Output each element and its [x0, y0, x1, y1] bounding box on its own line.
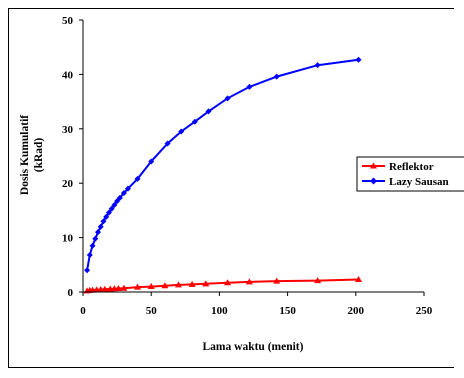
data-point-reflektor [245, 278, 253, 285]
data-point-reflektor [273, 277, 281, 284]
data-point-lazy-sausan [191, 118, 198, 125]
data-point-reflektor [114, 284, 122, 291]
data-point-lazy-sausan [125, 185, 132, 192]
data-point-reflektor [147, 283, 155, 290]
legend: Reflektor Lazy Sausan [356, 156, 464, 192]
data-point-lazy-sausan [355, 56, 362, 63]
data-point-lazy-sausan [111, 201, 118, 208]
y-tick-label: 0 [68, 287, 74, 299]
data-point-reflektor [134, 283, 142, 290]
y-axis-title: Dosis Kumulatif [19, 115, 31, 195]
data-point-lazy-sausan [148, 158, 155, 165]
data-point-lazy-sausan [103, 213, 110, 220]
data-point-lazy-sausan [84, 267, 91, 274]
data-point-reflektor [174, 281, 182, 288]
x-tick-label: 250 [416, 305, 433, 317]
data-point-lazy-sausan [116, 194, 123, 201]
y-tick-label: 50 [62, 15, 74, 27]
data-point-lazy-sausan [100, 218, 107, 225]
y-tick-label: 40 [62, 69, 74, 81]
data-point-reflektor [101, 285, 109, 292]
data-point-lazy-sausan [178, 128, 185, 135]
plot-layer [83, 56, 363, 294]
data-point-lazy-sausan [120, 189, 127, 196]
data-point-lazy-sausan [205, 108, 212, 115]
axes-layer [82, 20, 424, 293]
x-tick-label: 0 [80, 305, 86, 317]
data-point-reflektor [188, 280, 196, 287]
data-point-reflektor [224, 279, 232, 286]
data-point-lazy-sausan [246, 83, 253, 90]
y-tick-label: 20 [62, 178, 74, 190]
y-axis-title-unit: (kRad) [33, 138, 45, 173]
data-point-lazy-sausan [105, 209, 112, 216]
data-point-lazy-sausan [89, 242, 96, 249]
x-axis-title: Lama waktu (menit) [203, 341, 304, 353]
data-point-reflektor [314, 277, 322, 284]
data-point-reflektor [202, 280, 210, 287]
data-point-lazy-sausan [164, 140, 171, 147]
data-point-lazy-sausan [95, 229, 102, 236]
x-tick-label: 200 [348, 305, 365, 317]
data-point-lazy-sausan [108, 205, 115, 212]
legend-marker-lazy-sausan [370, 177, 377, 185]
data-point-lazy-sausan [273, 73, 280, 80]
data-point-lazy-sausan [97, 223, 104, 230]
data-point-lazy-sausan [134, 175, 141, 182]
y-tick-label: 30 [62, 124, 74, 136]
data-point-reflektor [355, 275, 363, 282]
legend-box [356, 156, 464, 192]
data-point-reflektor [161, 282, 169, 289]
data-point-lazy-sausan [314, 62, 321, 69]
series-line-lazy-sausan [86, 58, 359, 271]
legend-label-lazy-sausan: Lazy Sausan [389, 176, 449, 188]
x-tick-label: 100 [211, 305, 228, 317]
y-tick-label: 10 [62, 233, 74, 245]
x-tick-label: 50 [146, 305, 158, 317]
legend-marker-reflektor [370, 162, 377, 169]
x-tick-label: 150 [279, 305, 296, 317]
data-point-lazy-sausan [86, 252, 93, 259]
legend-label-reflektor: Reflektor [389, 161, 434, 173]
ticks-layer: 0 50 100 150 200 250 0 10 20 30 40 50 [62, 15, 433, 317]
data-point-lazy-sausan [92, 235, 99, 242]
data-point-lazy-sausan [224, 95, 231, 102]
data-point-reflektor [120, 284, 128, 291]
